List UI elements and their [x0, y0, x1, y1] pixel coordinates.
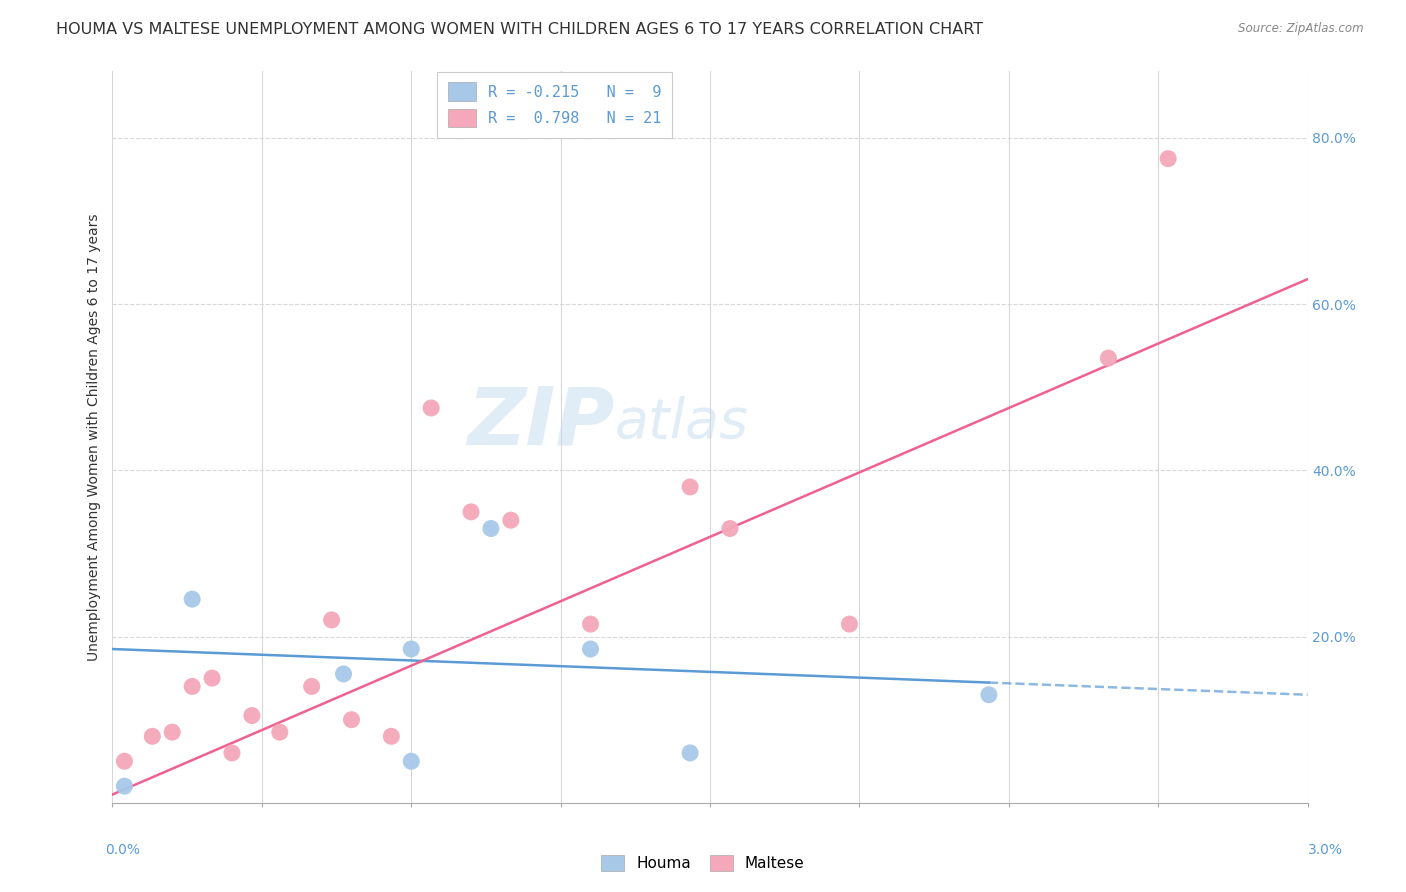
- Y-axis label: Unemployment Among Women with Children Ages 6 to 17 years: Unemployment Among Women with Children A…: [87, 213, 101, 661]
- Point: [718, 521, 741, 535]
- Text: Source: ZipAtlas.com: Source: ZipAtlas.com: [1239, 22, 1364, 36]
- Point: [114, 754, 135, 768]
- Point: [321, 613, 343, 627]
- Point: [579, 642, 602, 657]
- Point: [181, 592, 204, 607]
- Point: [460, 505, 482, 519]
- Point: [332, 667, 354, 681]
- Point: [240, 708, 263, 723]
- Point: [162, 725, 183, 739]
- Text: HOUMA VS MALTESE UNEMPLOYMENT AMONG WOMEN WITH CHILDREN AGES 6 TO 17 YEARS CORRE: HOUMA VS MALTESE UNEMPLOYMENT AMONG WOME…: [56, 22, 983, 37]
- Point: [201, 671, 224, 685]
- Text: 3.0%: 3.0%: [1308, 843, 1343, 857]
- Point: [499, 513, 522, 527]
- Point: [1157, 152, 1180, 166]
- Point: [1097, 351, 1119, 365]
- Point: [380, 729, 402, 743]
- Legend: R = -0.215   N =  9, R =  0.798   N = 21: R = -0.215 N = 9, R = 0.798 N = 21: [437, 71, 672, 138]
- Point: [181, 680, 204, 694]
- Point: [301, 680, 323, 694]
- Text: 0.0%: 0.0%: [105, 843, 141, 857]
- Point: [579, 617, 602, 632]
- Point: [114, 779, 135, 793]
- Text: atlas: atlas: [614, 396, 748, 449]
- Point: [420, 401, 443, 415]
- Point: [838, 617, 860, 632]
- Point: [479, 521, 502, 535]
- Point: [679, 746, 702, 760]
- Point: [977, 688, 1000, 702]
- Point: [269, 725, 291, 739]
- Point: [401, 642, 423, 657]
- Legend: Houma, Maltese: Houma, Maltese: [595, 849, 811, 877]
- Point: [141, 729, 163, 743]
- Point: [401, 754, 423, 768]
- Point: [679, 480, 702, 494]
- Text: ZIP: ZIP: [467, 384, 614, 461]
- Point: [221, 746, 243, 760]
- Point: [340, 713, 363, 727]
